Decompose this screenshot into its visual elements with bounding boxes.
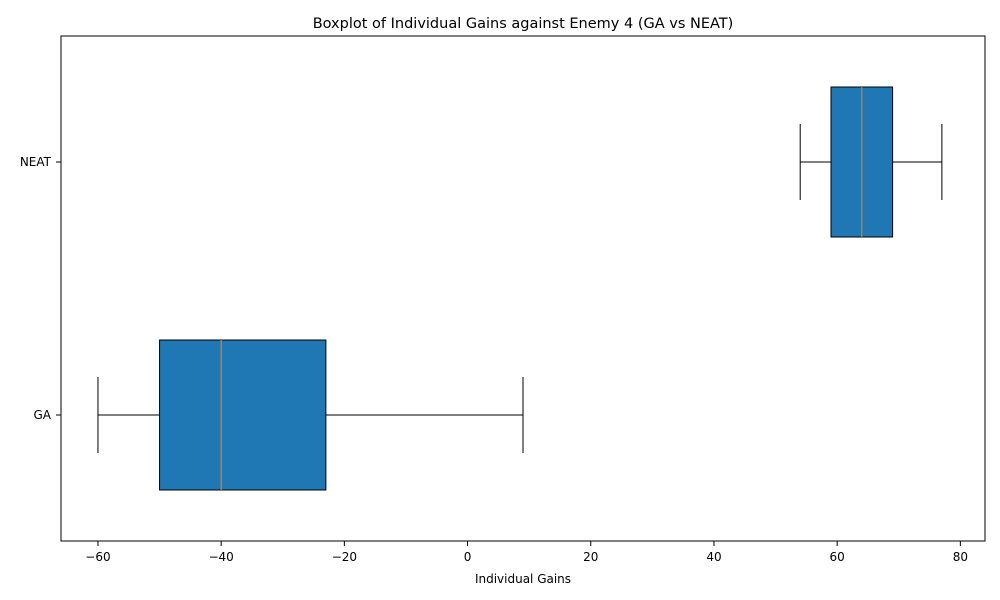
x-tick-label: −40 [208, 550, 233, 564]
y-tick-label: NEAT [20, 155, 52, 169]
plot-frame [60, 35, 986, 542]
x-tick-label: 20 [583, 550, 598, 564]
ga-box [159, 339, 327, 491]
x-tick-label: 0 [464, 550, 472, 564]
x-axis-title: Individual Gains [475, 572, 571, 586]
x-tick-label: 60 [830, 550, 845, 564]
y-tick-label: GA [33, 408, 51, 422]
x-tick-label: −60 [85, 550, 110, 564]
chart-title: Boxplot of Individual Gains against Enem… [313, 16, 734, 32]
x-tick-label: −20 [332, 550, 357, 564]
x-tick-label: 40 [706, 550, 721, 564]
x-tick-label: 80 [953, 550, 968, 564]
plot-area: −60 −40 −20 0 20 40 60 80 GA NEAT [20, 35, 986, 564]
